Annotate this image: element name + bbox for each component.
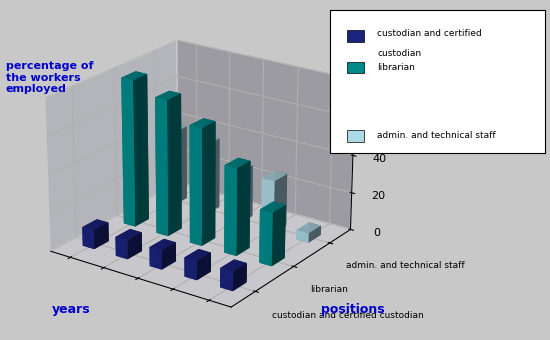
Bar (347, 62, 364, 73)
Text: admin. and technical staff: admin. and technical staff (377, 131, 496, 140)
Text: librarian: librarian (377, 63, 415, 72)
Text: custodian and certified: custodian and certified (377, 29, 482, 37)
Text: percentage of
the workers
employed: percentage of the workers employed (6, 61, 93, 95)
Bar (347, 130, 364, 141)
Text: custodian: custodian (377, 49, 421, 57)
Text: years: years (52, 303, 91, 316)
Text: positions: positions (321, 303, 385, 316)
Bar (347, 30, 364, 41)
